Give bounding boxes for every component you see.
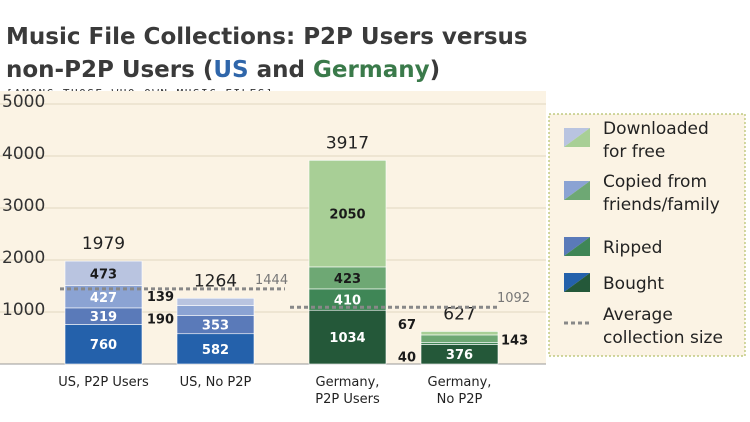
bar-segment [64, 260, 143, 286]
data-label: 427 [90, 291, 117, 306]
data-label: 410 [334, 294, 361, 309]
data-label: 376 [446, 348, 473, 363]
bar-segment [308, 309, 387, 365]
title-germany: Germany [312, 57, 430, 83]
legend-label: friends/family [603, 195, 720, 215]
category-label: Germany, [428, 375, 492, 390]
legend-label: for free [603, 142, 665, 162]
legend-swatch-germany [564, 128, 590, 147]
data-label: 2050 [329, 208, 365, 223]
legend-label: Ripped [603, 238, 662, 258]
legend-label: Copied from [603, 172, 707, 192]
total-label: 1264 [194, 271, 237, 291]
y-tick-label: 2000 [2, 248, 45, 268]
bar-segment [308, 160, 387, 268]
legend-label: collection size [603, 328, 723, 348]
y-tick-label: 5000 [2, 92, 45, 112]
title-line2-post: ) [429, 57, 441, 83]
data-label: 319 [90, 310, 117, 325]
data-label: 143 [501, 334, 528, 349]
category-label: Germany, [316, 375, 380, 390]
title-and: and [248, 57, 313, 83]
y-tick-label: 1000 [2, 300, 45, 320]
data-label: 1034 [329, 331, 365, 346]
legend-label: Average [603, 305, 673, 325]
title-us: US [213, 57, 249, 83]
total-label: 627 [443, 304, 475, 324]
title-line1: Music File Collections: P2P Users versus [6, 24, 528, 50]
data-label: 582 [202, 343, 229, 358]
bar-segment [420, 334, 499, 343]
data-label: 423 [334, 272, 361, 287]
title-line2-pre: non-P2P Users ( [6, 57, 214, 83]
bar-segment [420, 342, 499, 345]
legend-label: Bought [603, 274, 664, 294]
legend-swatch-germany [564, 181, 590, 200]
total-label: 3917 [326, 133, 369, 153]
average-label: 1092 [497, 291, 530, 306]
legend-label: Downloaded [603, 119, 709, 139]
data-label: 40 [398, 350, 416, 365]
bar-segment [420, 331, 499, 336]
average-label: 1444 [255, 273, 288, 288]
y-tick-label: 3000 [2, 196, 45, 216]
category-label: US, No P2P [180, 375, 252, 390]
data-label: 760 [90, 338, 117, 353]
y-tick-label: 4000 [2, 144, 45, 164]
chart-title: Music File Collections: P2P Users versus… [6, 21, 606, 87]
category-label: US, P2P Users [58, 375, 149, 390]
legend-box [548, 113, 746, 357]
data-label: 190 [147, 312, 174, 327]
data-label: 139 [147, 290, 174, 305]
category-label: P2P Users [315, 392, 380, 407]
category-label: No P2P [437, 392, 483, 407]
bar-segment [64, 324, 143, 365]
bar-segment [176, 297, 255, 306]
bar-segment [176, 305, 255, 316]
total-label: 1979 [82, 234, 125, 254]
data-label: 353 [202, 319, 229, 334]
legend-swatch-germany [564, 273, 590, 292]
data-label: 473 [90, 267, 117, 282]
legend-swatch-germany [564, 237, 590, 256]
bar-segment [176, 333, 255, 365]
data-label: 67 [398, 318, 416, 333]
